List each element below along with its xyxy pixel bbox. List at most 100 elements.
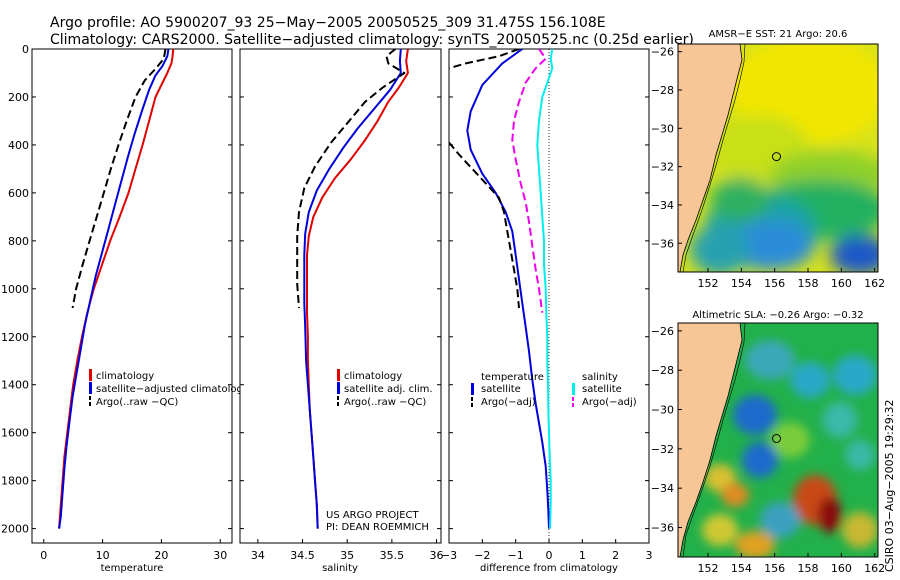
series-line bbox=[449, 49, 520, 70]
y-tick-label: −26 bbox=[651, 325, 674, 338]
legend-temperature-head: temperature bbox=[481, 372, 544, 383]
legend-sal-argo: Argo(−adj) bbox=[582, 397, 637, 408]
legend-swatch-climatology bbox=[337, 369, 340, 381]
salinity-legend: climatology satellite adj. clim. Argo(..… bbox=[337, 369, 433, 408]
difference-xlabel: difference from climatology bbox=[480, 563, 618, 574]
x-tick-label: −3 bbox=[441, 549, 457, 562]
x-tick-label: 0 bbox=[546, 549, 553, 562]
sla-land bbox=[678, 323, 743, 557]
y-tick-label: −30 bbox=[651, 122, 674, 135]
x-tick-label: 10 bbox=[96, 549, 110, 562]
x-tick-label: 36 bbox=[430, 549, 444, 562]
sla-map-title: Altimetric SLA: −0.26 Argo: −0.32 bbox=[692, 310, 863, 321]
x-tick-label: 158 bbox=[798, 562, 819, 575]
y-tick-label: 800 bbox=[8, 235, 29, 248]
legend-sal-satellite: satellite bbox=[582, 384, 622, 395]
temperature-legend: climatology satellite−adjusted climatolo… bbox=[89, 369, 249, 408]
legend-swatch-temp-satellite bbox=[471, 383, 474, 395]
series-line bbox=[71, 49, 167, 309]
y-tick-label: 200 bbox=[8, 91, 29, 104]
salinity-series bbox=[296, 49, 409, 529]
y-tick-label: 600 bbox=[8, 187, 29, 200]
series-line bbox=[296, 49, 406, 309]
y-tick-label: 0 bbox=[22, 43, 29, 56]
x-tick-label: 160 bbox=[831, 562, 852, 575]
y-tick-label: −34 bbox=[651, 199, 674, 212]
x-tick-label: 160 bbox=[831, 277, 852, 290]
temperature-panel: 0 10 20 30 0 200 400 600 800 1000 1200 1400 1600 1800… bbox=[1, 43, 249, 574]
x-tick-label: 162 bbox=[864, 277, 885, 290]
legend-satellite-clim: satellite−adjusted climatology bbox=[96, 384, 249, 395]
sla-map-ticks: 152 154 156 158 160 162 −26 −28 −30 −32 −34 −36 bbox=[651, 325, 885, 575]
series-line bbox=[511, 49, 547, 313]
difference-legend: temperature satellite Argo(−adj) salinit… bbox=[471, 372, 637, 408]
legend-swatch-satellite bbox=[89, 382, 92, 394]
sla-map: Altimetric SLA: −0.26 Argo: −0.32 bbox=[651, 310, 885, 575]
difference-series bbox=[449, 49, 554, 529]
legend-swatch-satellite bbox=[337, 382, 340, 394]
sst-land bbox=[678, 44, 743, 272]
y-tick-label: 400 bbox=[8, 139, 29, 152]
argo-float-marker bbox=[772, 152, 781, 162]
x-tick-label: 152 bbox=[698, 277, 719, 290]
y-tick-label: −26 bbox=[651, 46, 674, 59]
x-tick-label: 34.5 bbox=[290, 549, 315, 562]
x-tick-label: 1 bbox=[579, 549, 586, 562]
legend-argo: Argo(..raw −QC) bbox=[344, 397, 426, 408]
legend-satellite-clim: satellite adj. clim. bbox=[344, 384, 433, 395]
y-tick-label: −32 bbox=[651, 161, 674, 174]
y-tick-label: −32 bbox=[651, 443, 674, 456]
sla-field bbox=[678, 323, 878, 557]
salinity-panel: 34 34.5 35 35.5 36 salinity climatology sate… bbox=[239, 48, 444, 574]
y-tick-label: 1400 bbox=[1, 379, 29, 392]
temperature-xlabel: temperature bbox=[101, 563, 164, 574]
side-note: CSIRO 03−Aug−2005 19:29:32 bbox=[883, 399, 896, 572]
x-tick-label: 34 bbox=[251, 549, 265, 562]
legend-temp-satellite: satellite bbox=[481, 384, 521, 395]
temperature-ticks: 0 10 20 30 0 200 400 600 800 1000 1200 1400 1600 1800… bbox=[1, 43, 232, 562]
x-tick-label: 152 bbox=[698, 562, 719, 575]
legend-climatology: climatology bbox=[344, 371, 402, 382]
y-tick-label: −36 bbox=[651, 237, 674, 250]
series-line bbox=[58, 49, 170, 529]
y-tick-label: −36 bbox=[651, 522, 674, 535]
x-tick-label: 154 bbox=[731, 277, 752, 290]
legend-salinity-head: salinity bbox=[582, 372, 618, 383]
temperature-series bbox=[58, 49, 175, 529]
header-line2: Climatology: CARS2000. Satellite−adjuste… bbox=[50, 32, 694, 48]
x-tick-label: 156 bbox=[764, 277, 785, 290]
x-tick-label: 30 bbox=[213, 549, 227, 562]
x-tick-label: 35.5 bbox=[380, 549, 405, 562]
series-line bbox=[466, 49, 550, 529]
sst-map: AMSR−E SST: 21 Argo: 20.6 152 154 156 158 16… bbox=[651, 29, 885, 290]
salinity-ticks: 34 34.5 35 35.5 36 bbox=[240, 48, 444, 562]
legend-climatology: climatology bbox=[96, 371, 154, 382]
legend-argo: Argo(..raw −QC) bbox=[96, 397, 178, 408]
argo-float-marker bbox=[772, 434, 781, 443]
sst-map-ticks: 152 154 156 158 160 162 −26 −28 −30 −32 −34 −36 bbox=[651, 46, 885, 290]
legend-swatch-sal-satellite bbox=[572, 383, 575, 395]
y-tick-label: 1800 bbox=[1, 475, 29, 488]
x-tick-label: 154 bbox=[731, 562, 752, 575]
series-line bbox=[449, 141, 520, 309]
sst-map-title: AMSR−E SST: 21 Argo: 20.6 bbox=[709, 29, 848, 40]
y-tick-label: −28 bbox=[651, 84, 674, 97]
y-tick-label: 1000 bbox=[1, 283, 29, 296]
legend-temp-argo: Argo(−adj) bbox=[481, 397, 536, 408]
x-tick-label: −1 bbox=[508, 549, 524, 562]
credit-line1: US ARGO PROJECT bbox=[326, 510, 420, 521]
x-tick-label: 158 bbox=[798, 277, 819, 290]
y-tick-label: 1600 bbox=[1, 427, 29, 440]
x-tick-label: 162 bbox=[864, 562, 885, 575]
salinity-xlabel: salinity bbox=[322, 563, 358, 574]
x-tick-label: 20 bbox=[154, 549, 168, 562]
x-tick-label: 2 bbox=[612, 549, 619, 562]
series-line bbox=[536, 49, 554, 529]
x-tick-label: −2 bbox=[474, 549, 490, 562]
legend-swatch-climatology bbox=[89, 369, 92, 381]
x-tick-label: 0 bbox=[40, 549, 47, 562]
y-tick-label: −34 bbox=[651, 482, 674, 495]
y-tick-label: −30 bbox=[651, 404, 674, 417]
difference-panel: −3 −2 −1 0 1 2 3 difference from climatology t… bbox=[441, 48, 653, 574]
